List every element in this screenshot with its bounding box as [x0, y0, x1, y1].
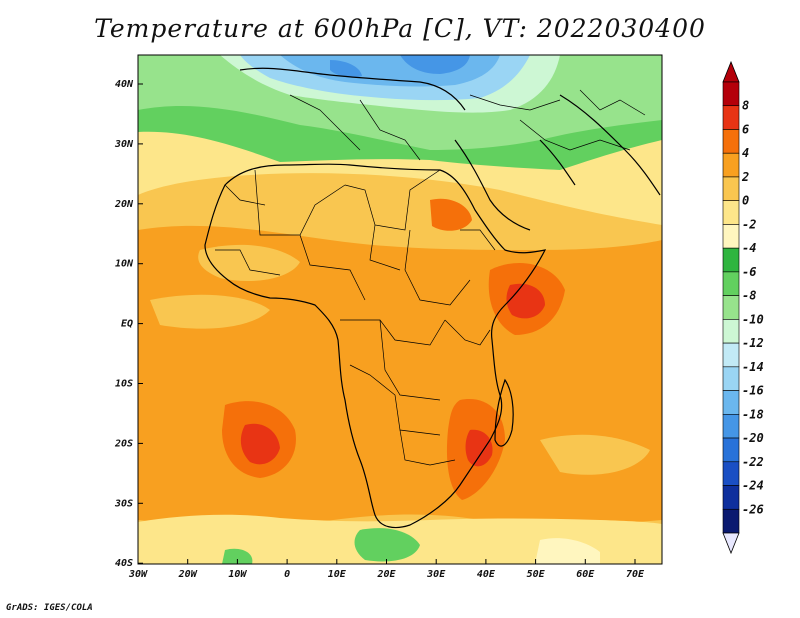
lat-tick-label: 40N — [115, 79, 134, 90]
lon-tick-label: 50E — [527, 569, 546, 580]
colorbar-label: 6 — [742, 122, 749, 136]
lat-tick-label: 10N — [115, 259, 134, 270]
colorbar-segment — [722, 152, 740, 178]
colorbar-segment — [722, 129, 740, 154]
colorbar-label: -22 — [742, 455, 764, 469]
colorbar-bottom-arrow — [722, 532, 740, 555]
colorbar-segment — [722, 81, 740, 107]
lon-tick-label: 70E — [626, 569, 645, 580]
colorbar-segment — [722, 437, 740, 463]
lat-tick-label: 20S — [114, 438, 133, 449]
colorbar-label: 8 — [742, 99, 749, 113]
map-title: Temperature at 600hPa [C], VT: 202203040… — [94, 14, 706, 43]
longitude-axis: 30W 20W 10W 0 10E 20E 30E 40E 50E 60E 70E — [128, 559, 645, 580]
lon-tick-label: 10W — [228, 569, 247, 580]
colorbar-label: 4 — [742, 146, 749, 160]
colorbar-label: -16 — [742, 384, 764, 398]
grads-credit: GrADS: IGES/COLA — [6, 603, 93, 613]
plot-frame — [137, 54, 663, 565]
colorbar-segment — [722, 200, 740, 225]
lat-tick-label: 10S — [115, 379, 133, 390]
colorbar-segment — [722, 295, 740, 320]
colorbar-segment — [722, 485, 740, 510]
colorbar-label: -12 — [742, 336, 764, 350]
coastlines — [204, 67, 661, 529]
lon-tick-label: 30W — [128, 569, 148, 580]
colorbar-segment — [722, 414, 740, 439]
colorbar-label: -24 — [742, 479, 764, 493]
colorbar-segment — [722, 342, 740, 368]
lat-tick-label: EQ — [121, 319, 133, 330]
lat-tick-label: 40S — [115, 558, 133, 569]
colorbar-segment — [722, 390, 740, 415]
colorbar-segment — [722, 271, 740, 296]
lon-tick-label: 10E — [328, 569, 347, 580]
lon-tick-label: 0 — [284, 569, 290, 580]
colorbar-segment — [722, 176, 740, 201]
colorbar-label: -14 — [742, 360, 764, 374]
lat-tick-label: 30S — [114, 498, 133, 509]
lat-tick-label: 20N — [114, 199, 134, 210]
colorbar-label: -10 — [742, 312, 764, 326]
colorbar-segment — [722, 247, 740, 273]
colorbar-label: -2 — [742, 217, 756, 231]
colorbar-label: -20 — [742, 431, 764, 445]
country-borders — [215, 89, 646, 466]
lon-tick-label: 30E — [426, 569, 446, 580]
colorbar-segment — [722, 105, 740, 130]
colorbar-top-arrow — [722, 60, 740, 83]
lon-tick-label: 40E — [477, 569, 496, 580]
lon-tick-label: 60E — [576, 569, 595, 580]
colorbar-label: -18 — [742, 407, 764, 421]
colorbar-segment — [722, 319, 740, 344]
lon-tick-label: 20E — [376, 569, 396, 580]
lon-tick-label: 20W — [178, 569, 198, 580]
colorbar-segment — [722, 508, 740, 534]
colorbar-label: 0 — [742, 194, 749, 208]
colorbar-label: -6 — [742, 265, 756, 279]
colorbar-label: -8 — [742, 289, 756, 303]
lat-tick-label: 30N — [114, 139, 134, 150]
colorbar-label: -26 — [742, 502, 764, 516]
colorbar-label: 2 — [741, 170, 749, 184]
latitude-axis: 40N 30N 20N 10N EQ 10S 20S 30S 40S — [114, 79, 143, 569]
colorbar-segment — [722, 224, 740, 249]
colorbar: 8 6 4 2 0 -2 -4 -6 -8 -10 -12 -14 -16 -18 -20 -22 -24 -26 — [722, 60, 764, 555]
colorbar-segment — [722, 461, 740, 486]
temperature-field — [138, 55, 662, 564]
colorbar-label: -4 — [742, 241, 756, 255]
colorbar-segment — [722, 366, 740, 391]
